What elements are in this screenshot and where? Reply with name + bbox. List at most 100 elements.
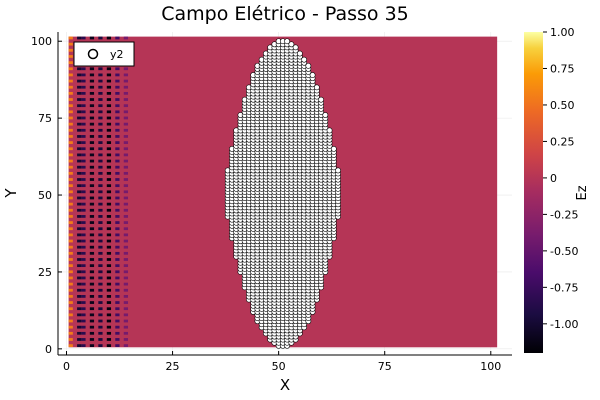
heatmap-cell bbox=[68, 184, 73, 188]
heatmap-cell bbox=[123, 79, 129, 83]
heatmap-cell bbox=[115, 251, 120, 255]
heatmap-cell bbox=[106, 79, 112, 83]
heatmap-cell bbox=[123, 270, 129, 274]
heatmap-cell bbox=[89, 301, 95, 304]
heatmap-cell bbox=[81, 190, 86, 194]
heatmap-cell bbox=[68, 159, 73, 163]
heatmap-cell bbox=[115, 227, 120, 231]
heatmap-cell bbox=[89, 79, 95, 83]
heatmap-cell bbox=[81, 147, 86, 151]
heatmap-cell bbox=[81, 91, 86, 95]
legend-label: y2 bbox=[110, 48, 124, 61]
heatmap-cell bbox=[115, 313, 120, 317]
heatmap-cell bbox=[81, 282, 86, 286]
heatmap-cell bbox=[98, 208, 103, 212]
heatmap-cell bbox=[106, 171, 112, 175]
heatmap-cell bbox=[115, 104, 120, 108]
heatmap-cell bbox=[77, 165, 82, 169]
heatmap-cell bbox=[115, 135, 120, 138]
heatmap-cell bbox=[77, 338, 82, 341]
heatmap-cell bbox=[98, 98, 103, 101]
y-ticks: 0 25 50 75 100 bbox=[31, 35, 62, 356]
heatmap-cell bbox=[123, 288, 129, 292]
heatmap-cell bbox=[89, 91, 95, 95]
heatmap-cell bbox=[89, 98, 95, 101]
heatmap-cell bbox=[98, 67, 103, 71]
heatmap-cell bbox=[106, 208, 112, 212]
heatmap-cell bbox=[123, 171, 129, 175]
heatmap-cell bbox=[98, 251, 103, 255]
heatmap-cell bbox=[115, 190, 120, 194]
heatmap-cell bbox=[77, 208, 82, 212]
heatmap-cell bbox=[123, 122, 129, 126]
heatmap-cell bbox=[115, 141, 120, 144]
heatmap-cell bbox=[115, 147, 120, 151]
heatmap-cell bbox=[81, 325, 86, 329]
heatmap-cell bbox=[106, 264, 112, 268]
heatmap-cell bbox=[106, 295, 112, 298]
heatmap-cell bbox=[106, 73, 112, 77]
heatmap-cell bbox=[77, 159, 82, 163]
heatmap-cell bbox=[98, 159, 103, 163]
heatmap-cell bbox=[106, 282, 112, 286]
heatmap-cell bbox=[77, 85, 82, 89]
heatmap-cell bbox=[77, 104, 82, 108]
heatmap-cell bbox=[106, 98, 112, 101]
heatmap-cell bbox=[81, 264, 86, 268]
heatmap-cell bbox=[77, 258, 82, 261]
heatmap-cell bbox=[68, 171, 73, 175]
heatmap-cell bbox=[68, 79, 73, 83]
heatmap-cell bbox=[106, 36, 112, 40]
heatmap-cell bbox=[106, 190, 112, 194]
heatmap-cell bbox=[98, 122, 103, 126]
heatmap-cell bbox=[77, 98, 82, 101]
heatmap-cell bbox=[123, 73, 129, 77]
heatmap-cell bbox=[115, 196, 120, 200]
heatmap-cell bbox=[81, 233, 86, 237]
heatmap-cell bbox=[77, 184, 82, 188]
heatmap-cell bbox=[81, 196, 86, 200]
heatmap-cell bbox=[81, 276, 86, 280]
heatmap-cell bbox=[106, 178, 112, 181]
scatter-point bbox=[326, 127, 333, 134]
heatmap-cell bbox=[89, 122, 95, 126]
heatmap-cell bbox=[89, 202, 95, 206]
heatmap-cell bbox=[81, 313, 86, 317]
heatmap-cell bbox=[115, 331, 120, 335]
heatmap-cell bbox=[115, 98, 120, 101]
heatmap-cell bbox=[123, 221, 129, 224]
heatmap-cell bbox=[81, 295, 86, 298]
heatmap-cell bbox=[77, 282, 82, 286]
heatmap-cell bbox=[106, 153, 112, 157]
x-tick-label: 100 bbox=[480, 360, 501, 373]
heatmap-cell bbox=[98, 165, 103, 169]
heatmap-cell bbox=[98, 264, 103, 268]
heatmap-cell bbox=[98, 227, 103, 231]
heatmap-cell bbox=[115, 159, 120, 163]
colorbar-tick-label: -0.25 bbox=[550, 208, 578, 221]
heatmap-cell bbox=[115, 288, 120, 292]
scatter-series-y2 bbox=[224, 38, 341, 349]
heatmap-cell bbox=[77, 325, 82, 329]
heatmap-cell bbox=[77, 264, 82, 268]
heatmap-cell bbox=[98, 36, 103, 40]
x-tick-label: 50 bbox=[272, 360, 286, 373]
heatmap-cell bbox=[81, 288, 86, 292]
x-tick-label: 25 bbox=[166, 360, 180, 373]
heatmap-cell bbox=[115, 178, 120, 181]
heatmap-cell bbox=[98, 147, 103, 151]
heatmap-cell bbox=[81, 104, 86, 108]
heatmap-cell bbox=[77, 270, 82, 274]
heatmap-cell bbox=[123, 178, 129, 181]
heatmap-cell bbox=[98, 258, 103, 261]
x-tick-label: 0 bbox=[63, 360, 70, 373]
heatmap-cell bbox=[68, 307, 73, 311]
heatmap-cell bbox=[98, 233, 103, 237]
heatmap-cell bbox=[98, 153, 103, 157]
heatmap-cell bbox=[106, 141, 112, 144]
heatmap-cell bbox=[77, 196, 82, 200]
heatmap-cell bbox=[81, 319, 86, 323]
heatmap-cell bbox=[123, 208, 129, 212]
heatmap-cell bbox=[81, 184, 86, 188]
heatmap-cell bbox=[89, 245, 95, 249]
